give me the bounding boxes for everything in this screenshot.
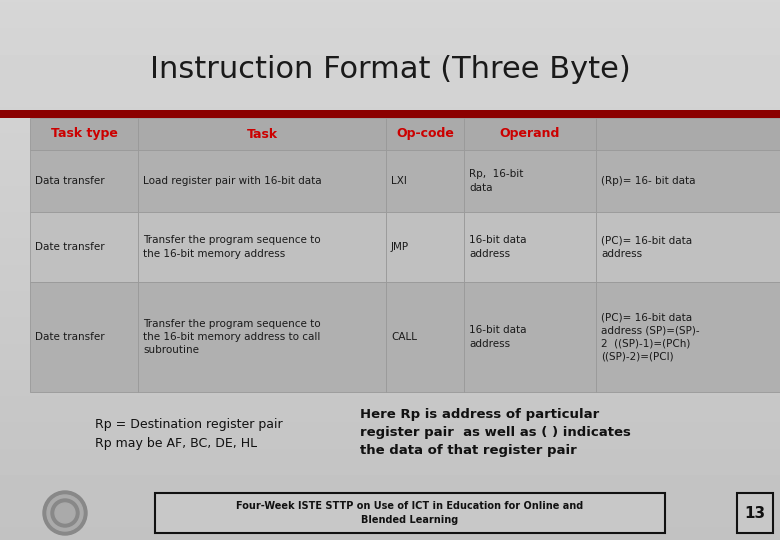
Bar: [464, 212, 596, 282]
Bar: [464, 282, 596, 392]
Text: Transfer the program sequence to
the 16-bit memory address to call
subroutine: Transfer the program sequence to the 16-…: [143, 319, 321, 355]
Text: LXI: LXI: [391, 176, 407, 186]
Text: Data transfer: Data transfer: [35, 176, 105, 186]
Text: Load register pair with 16-bit data: Load register pair with 16-bit data: [143, 176, 321, 186]
Bar: [138, 150, 386, 212]
Text: Task: Task: [246, 127, 278, 140]
Bar: [138, 118, 386, 150]
Text: Rp,  16-bit
data: Rp, 16-bit data: [469, 170, 523, 193]
Bar: [386, 212, 464, 282]
Bar: [30, 118, 138, 150]
Bar: [155, 493, 665, 533]
Bar: [737, 493, 773, 533]
Text: Date transfer: Date transfer: [35, 242, 105, 252]
Text: Task type: Task type: [51, 127, 118, 140]
Text: CALL: CALL: [391, 332, 417, 342]
Circle shape: [51, 499, 79, 527]
Text: (PC)= 16-bit data
address (SP)=(SP)-
2  ((SP)-1)=(PCh)
((SP)-2)=(PCl): (PC)= 16-bit data address (SP)=(SP)- 2 (…: [601, 312, 700, 362]
Text: (Rp)= 16- bit data: (Rp)= 16- bit data: [601, 176, 696, 186]
Circle shape: [47, 495, 83, 531]
Text: 16-bit data
address: 16-bit data address: [469, 326, 526, 349]
Circle shape: [55, 503, 75, 523]
Bar: [464, 150, 596, 212]
Text: JMP: JMP: [391, 242, 410, 252]
Bar: [596, 212, 780, 282]
Bar: [386, 150, 464, 212]
Text: Here Rp is address of particular
register pair  as well as ( ) indicates
the dat: Here Rp is address of particular registe…: [360, 408, 631, 457]
Circle shape: [43, 491, 87, 535]
Text: Operand: Operand: [500, 127, 560, 140]
Text: 13: 13: [744, 505, 765, 521]
Bar: [596, 118, 780, 150]
Text: Rp = Destination register pair
Rp may be AF, BC, DE, HL: Rp = Destination register pair Rp may be…: [95, 418, 282, 450]
Bar: [386, 118, 464, 150]
Bar: [30, 212, 138, 282]
Bar: [596, 150, 780, 212]
Bar: [464, 118, 596, 150]
Text: Transfer the program sequence to
the 16-bit memory address: Transfer the program sequence to the 16-…: [143, 235, 321, 259]
Text: (PC)= 16-bit data
address: (PC)= 16-bit data address: [601, 235, 692, 259]
Text: Op-code: Op-code: [396, 127, 454, 140]
Bar: [596, 282, 780, 392]
Text: 16-bit data
address: 16-bit data address: [469, 235, 526, 259]
Text: Instruction Format (Three Byte): Instruction Format (Three Byte): [150, 56, 630, 84]
Bar: [30, 282, 138, 392]
Bar: [0, 110, 780, 118]
Bar: [386, 282, 464, 392]
Bar: [138, 212, 386, 282]
Bar: [138, 282, 386, 392]
Bar: [30, 150, 138, 212]
Text: Date transfer: Date transfer: [35, 332, 105, 342]
Text: Four-Week ISTE STTP on Use of ICT in Education for Online and
Blended Learning: Four-Week ISTE STTP on Use of ICT in Edu…: [236, 501, 583, 525]
